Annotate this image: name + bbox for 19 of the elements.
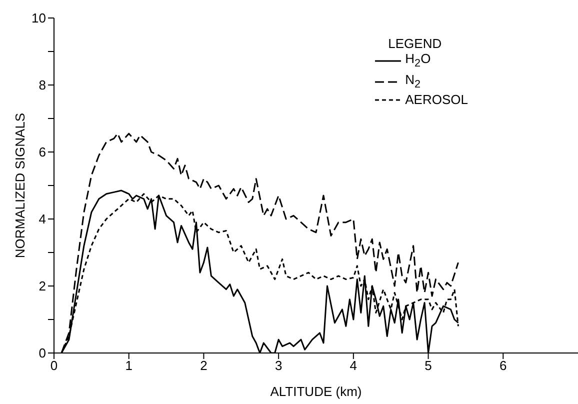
x-tick-label: 5	[424, 358, 432, 374]
y-tick-label: 10	[32, 10, 46, 26]
legend-title: LEGEND	[387, 36, 443, 51]
y-tick-label: 4	[38, 212, 46, 227]
x-tick-label: 2	[200, 358, 208, 374]
legend-label: N$_{2}$	[405, 72, 421, 92]
y-tick-label: 2	[38, 278, 46, 294]
y-tick-label: 0	[38, 346, 46, 361]
y-tick-label: 8	[38, 78, 46, 93]
x-axis-title: ALTITUDE (km)	[270, 384, 362, 399]
x-tick-label: 3	[274, 358, 282, 374]
x-tick-label: 6	[500, 358, 507, 374]
x-tick-label: 0	[50, 358, 58, 374]
x-tick-label: 4	[350, 358, 358, 374]
legend-label: H$_{2}$O	[405, 51, 431, 72]
x-tick-label: 1	[125, 358, 132, 374]
y-tick-label: 6	[38, 144, 46, 160]
legend-label: AEROSOL	[405, 92, 468, 108]
y-axis-title: NORMALIZED SIGNALS	[12, 112, 28, 258]
